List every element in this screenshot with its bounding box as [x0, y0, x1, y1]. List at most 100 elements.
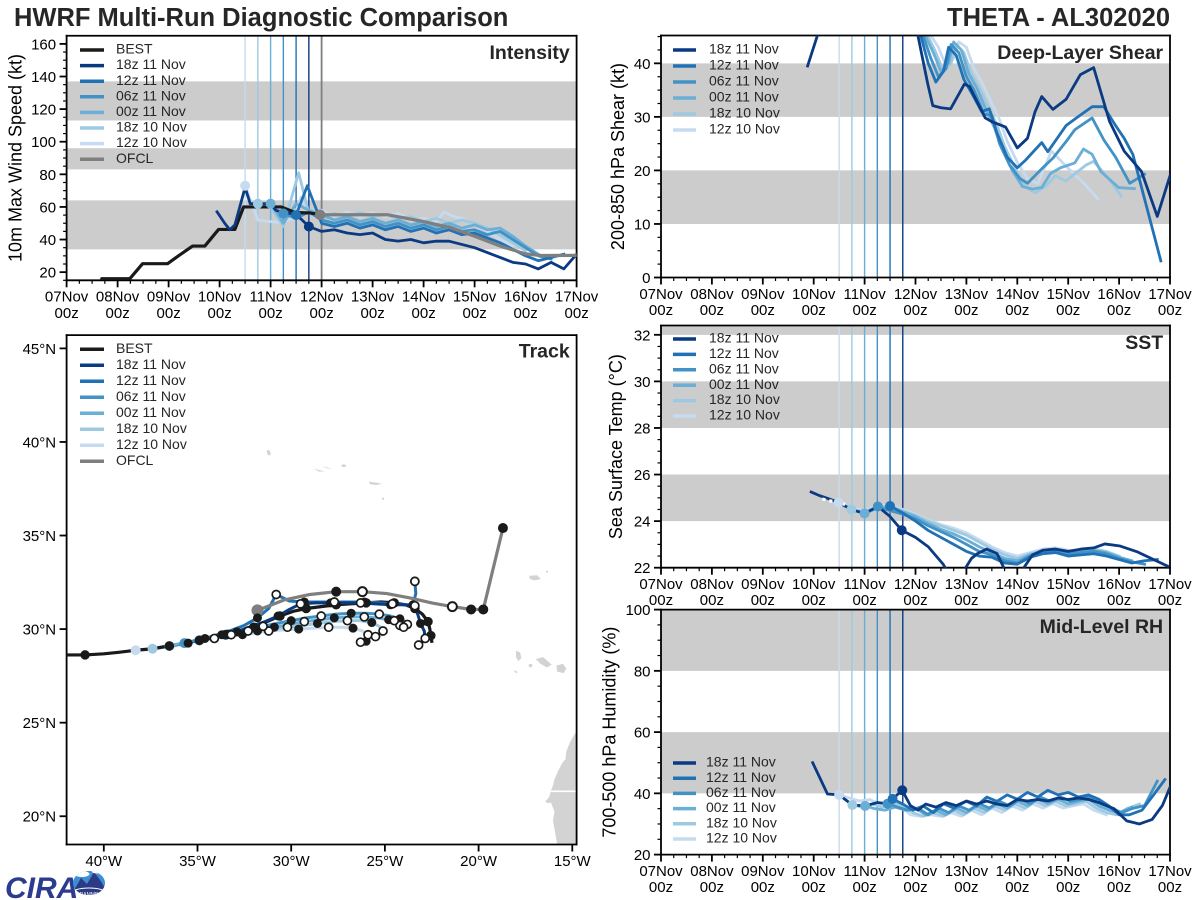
svg-text:07Nov: 07Nov [45, 289, 89, 306]
svg-text:200-850 hPa Shear (kt): 200-850 hPa Shear (kt) [608, 63, 628, 250]
svg-text:18z 10 Nov: 18z 10 Nov [709, 391, 780, 407]
svg-text:00z: 00z [751, 592, 775, 609]
svg-text:16Nov: 16Nov [1097, 576, 1141, 593]
svg-text:CIRA: CIRA [5, 872, 78, 900]
svg-text:20: 20 [634, 847, 651, 864]
svg-text:18z 10 Nov: 18z 10 Nov [709, 105, 780, 121]
svg-text:Sea Surface Temp (°C): Sea Surface Temp (°C) [606, 354, 626, 539]
svg-text:THETA - AL302020: THETA - AL302020 [947, 4, 1170, 32]
svg-text:12z 11 Nov: 12z 11 Nov [709, 345, 779, 361]
svg-text:40°N: 40°N [23, 434, 57, 451]
svg-text:18z 11 Nov: 18z 11 Nov [706, 754, 776, 770]
svg-text:60: 60 [634, 725, 651, 742]
svg-text:80: 80 [634, 663, 651, 680]
svg-text:00z: 00z [802, 592, 826, 609]
svg-text:60: 60 [39, 199, 56, 216]
svg-text:09Nov: 09Nov [741, 576, 785, 593]
svg-text:12z 11 Nov: 12z 11 Nov [706, 769, 776, 785]
svg-text:16Nov: 16Nov [504, 289, 548, 306]
svg-text:11Nov: 11Nov [843, 576, 886, 593]
svg-text:40: 40 [634, 56, 651, 73]
svg-text:12z 10 Nov: 12z 10 Nov [709, 407, 780, 423]
svg-text:18z 10 Nov: 18z 10 Nov [116, 119, 187, 135]
svg-text:00z: 00z [1056, 879, 1080, 896]
svg-text:10Nov: 10Nov [792, 286, 836, 303]
svg-text:14Nov: 14Nov [996, 576, 1040, 593]
svg-text:18z 11 Nov: 18z 11 Nov [116, 56, 186, 72]
svg-text:00z: 00z [412, 305, 436, 322]
svg-text:BEST: BEST [116, 340, 153, 356]
svg-text:11Nov: 11Nov [249, 289, 292, 306]
svg-text:120: 120 [31, 102, 56, 119]
svg-text:18z 11 Nov: 18z 11 Nov [709, 330, 779, 346]
svg-text:160: 160 [31, 36, 56, 53]
svg-text:18z 11 Nov: 18z 11 Nov [116, 356, 186, 372]
svg-text:00z: 00z [463, 305, 487, 322]
svg-text:06z 11 Nov: 06z 11 Nov [706, 784, 776, 800]
svg-text:16Nov: 16Nov [1097, 286, 1141, 303]
svg-text:12z 10 Nov: 12z 10 Nov [116, 436, 187, 452]
svg-text:00z: 00z [853, 879, 877, 896]
svg-text:00z: 00z [361, 305, 385, 322]
svg-text:14Nov: 14Nov [402, 289, 446, 306]
svg-text:00z: 00z [700, 302, 724, 319]
svg-text:35°W: 35°W [179, 853, 217, 870]
svg-text:10Nov: 10Nov [198, 289, 242, 306]
svg-text:BEST: BEST [116, 41, 153, 57]
svg-text:06z 11 Nov: 06z 11 Nov [116, 87, 186, 103]
svg-text:12z 10 Nov: 12z 10 Nov [116, 134, 187, 150]
svg-text:15Nov: 15Nov [1047, 576, 1091, 593]
svg-text:00z: 00z [954, 879, 978, 896]
svg-text:16Nov: 16Nov [1097, 863, 1141, 880]
svg-text:15Nov: 15Nov [1047, 286, 1091, 303]
svg-text:12z 10 Nov: 12z 10 Nov [709, 121, 780, 137]
svg-text:40°W: 40°W [85, 853, 123, 870]
svg-text:12Nov: 12Nov [300, 289, 344, 306]
svg-text:14Nov: 14Nov [996, 863, 1040, 880]
svg-text:18z 11 Nov: 18z 11 Nov [709, 41, 779, 57]
svg-text:00z: 00z [751, 302, 775, 319]
svg-text:15°W: 15°W [554, 853, 592, 870]
svg-text:00z: 00z [514, 305, 538, 322]
svg-text:12z 11 Nov: 12z 11 Nov [709, 57, 779, 73]
svg-text:00z: 00z [649, 879, 673, 896]
svg-text:RAMMB: RAMMB [80, 892, 99, 898]
svg-text:00z: 00z [106, 305, 130, 322]
svg-text:10: 10 [634, 216, 651, 233]
svg-text:17Nov: 17Nov [1148, 576, 1192, 593]
svg-text:00z: 00z [903, 879, 927, 896]
svg-text:12z 10 Nov: 12z 10 Nov [706, 830, 777, 846]
svg-text:00z: 00z [954, 592, 978, 609]
svg-text:17Nov: 17Nov [1148, 863, 1192, 880]
svg-text:08Nov: 08Nov [690, 286, 734, 303]
svg-text:07Nov: 07Nov [639, 576, 683, 593]
svg-text:00z: 00z [1107, 592, 1131, 609]
svg-text:Intensity: Intensity [490, 42, 570, 64]
svg-text:140: 140 [31, 69, 56, 86]
svg-text:00z: 00z [700, 592, 724, 609]
svg-text:10m Max Wind Speed (kt): 10m Max Wind Speed (kt) [5, 54, 25, 262]
svg-text:40: 40 [634, 786, 651, 803]
svg-text:08Nov: 08Nov [690, 576, 734, 593]
svg-text:26: 26 [634, 467, 651, 484]
svg-text:20°N: 20°N [23, 809, 57, 826]
svg-text:09Nov: 09Nov [741, 863, 785, 880]
svg-text:12z 11 Nov: 12z 11 Nov [116, 72, 186, 88]
svg-text:06z 11 Nov: 06z 11 Nov [709, 360, 779, 376]
svg-text:00z: 00z [1005, 879, 1029, 896]
svg-text:00z: 00z [1056, 592, 1080, 609]
svg-text:10Nov: 10Nov [792, 576, 836, 593]
svg-text:00z: 00z [1158, 879, 1182, 896]
svg-text:07Nov: 07Nov [639, 863, 683, 880]
svg-text:12Nov: 12Nov [894, 863, 938, 880]
svg-text:00z: 00z [751, 879, 775, 896]
svg-text:00z 11 Nov: 00z 11 Nov [709, 89, 779, 105]
svg-text:20: 20 [634, 163, 651, 180]
svg-text:00z: 00z [1005, 302, 1029, 319]
svg-text:00z: 00z [208, 305, 232, 322]
svg-text:30°N: 30°N [23, 622, 57, 639]
svg-text:13Nov: 13Nov [351, 289, 395, 306]
svg-text:30: 30 [634, 374, 651, 391]
svg-text:06z 11 Nov: 06z 11 Nov [116, 388, 186, 404]
svg-text:11Nov: 11Nov [843, 286, 886, 303]
